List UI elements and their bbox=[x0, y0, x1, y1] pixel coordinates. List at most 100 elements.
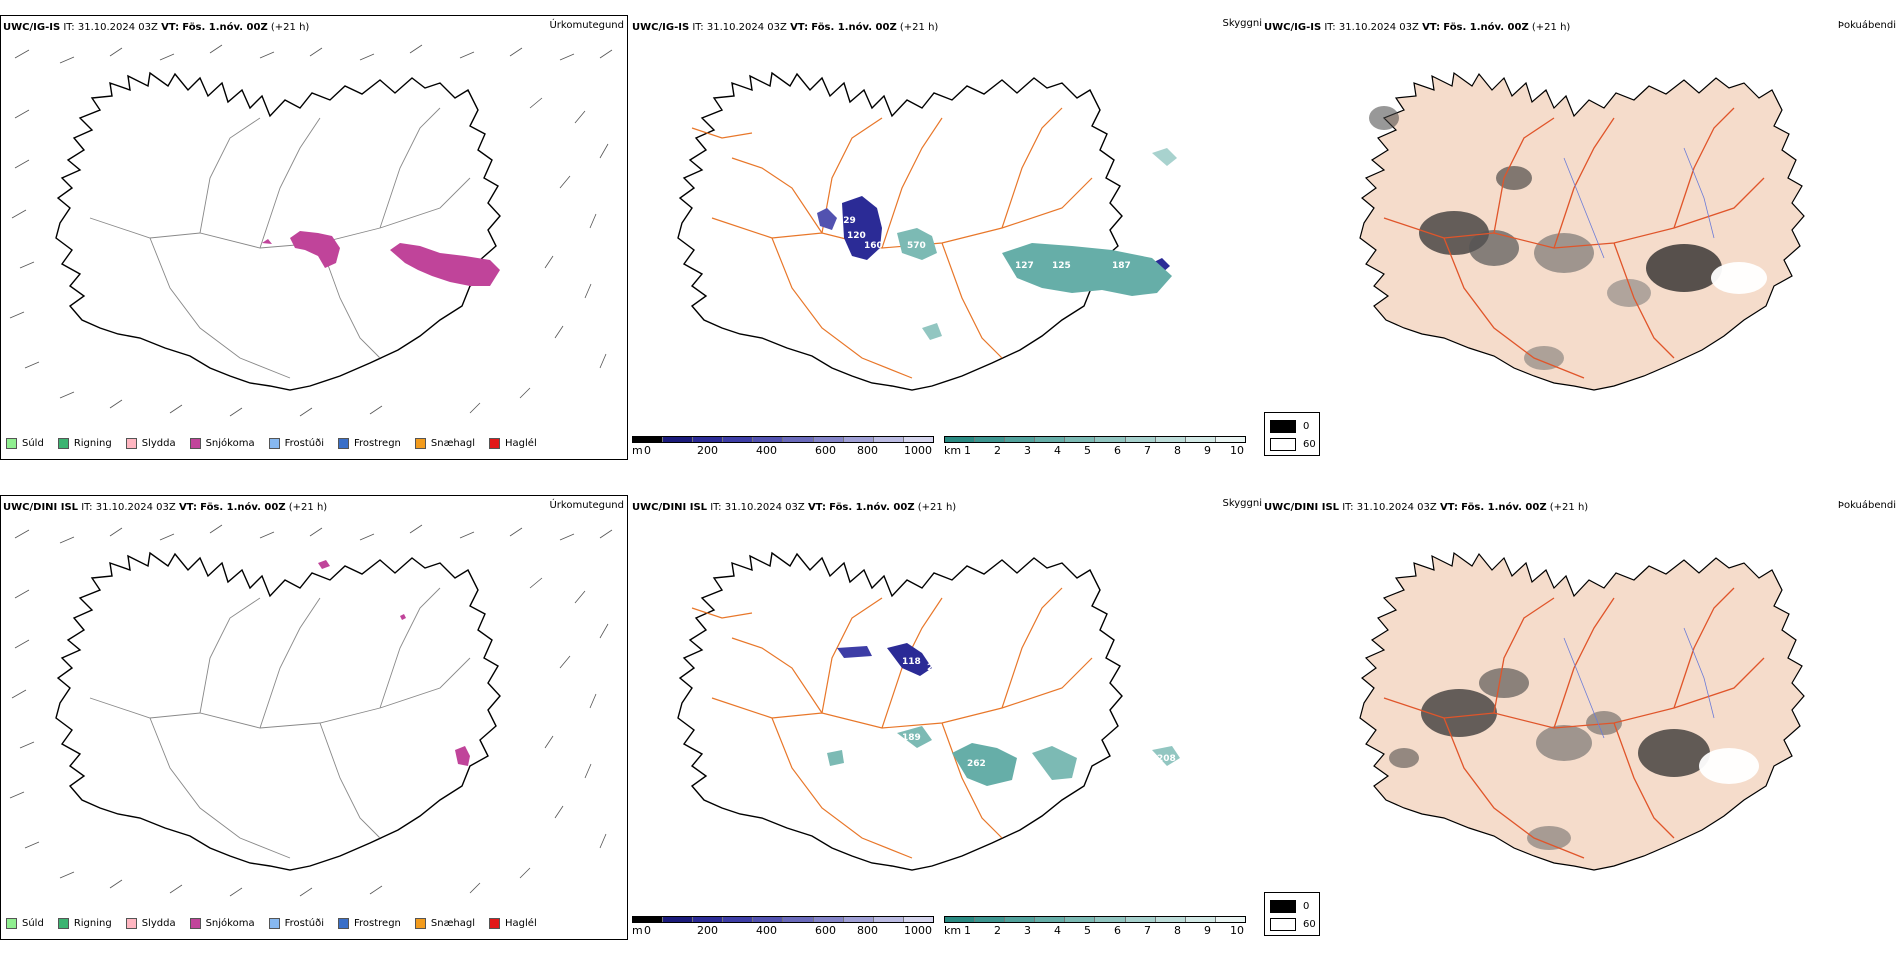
ceiling-label: 120 bbox=[847, 231, 866, 241]
panel-title: Skyggni bbox=[1222, 18, 1262, 29]
valid-time: Fös. 1.nóv. 00Z bbox=[1461, 502, 1547, 513]
tick-label: 3 bbox=[1024, 924, 1031, 937]
ceiling-label: 570 bbox=[907, 241, 926, 251]
panel-frame bbox=[0, 15, 628, 460]
model-name: UWC/DINI ISL bbox=[1264, 502, 1340, 513]
legend-swatch bbox=[414, 438, 426, 449]
fog-scale: 0 60 bbox=[1264, 892, 1320, 936]
fog-scale-label: 0 bbox=[1303, 421, 1310, 432]
legend-item: Haglél bbox=[489, 918, 537, 929]
legend-item: Snjókoma bbox=[189, 918, 255, 929]
valid-label: VT: bbox=[807, 502, 826, 513]
tick-label: 400 bbox=[756, 444, 777, 457]
fog-shading bbox=[1369, 106, 1767, 370]
fog-shading bbox=[1389, 668, 1759, 850]
panel-title: Skyggni bbox=[1222, 498, 1262, 509]
visibility-map: 118 224 189 262 208 bbox=[677, 552, 1180, 871]
init-label: IT: bbox=[1324, 22, 1336, 33]
lead-time: (+21 h) bbox=[917, 502, 957, 513]
init-time: 31.10.2024 03Z bbox=[706, 22, 787, 33]
valid-time: Fös. 1.nóv. 00Z bbox=[811, 22, 897, 33]
visibility-ticks: km 1 2 3 4 5 6 7 8 9 10 bbox=[944, 923, 1246, 937]
valid-label: VT: bbox=[1422, 22, 1441, 33]
road-network bbox=[1383, 587, 1765, 859]
visibility-colorbar bbox=[944, 916, 1246, 923]
legend-item: Frostúði bbox=[268, 438, 324, 449]
low-ceiling-area bbox=[887, 643, 932, 676]
legend-item: Slydda bbox=[125, 438, 176, 449]
legend-label: Slydda bbox=[141, 918, 176, 929]
visibility-scale: km 1 2 3 4 5 6 7 8 9 10 bbox=[944, 436, 1246, 458]
ceiling-label: 189 bbox=[902, 733, 921, 743]
init-label: IT: bbox=[81, 502, 93, 513]
init-time: 31.10.2024 03Z bbox=[1356, 502, 1437, 513]
ceiling-unit: m bbox=[632, 444, 643, 457]
road-network bbox=[691, 587, 1093, 859]
visibility-map: 129 120 160 570 127 125 187 bbox=[677, 72, 1177, 391]
valid-label: VT: bbox=[790, 22, 809, 33]
fog-swatch bbox=[1270, 918, 1296, 931]
row-dini-isl: UWC/DINI ISL IT: 31.10.2024 03Z VT: Fös.… bbox=[0, 480, 1900, 955]
tick-label: 1 bbox=[964, 444, 971, 457]
lead-time: (+21 h) bbox=[1531, 22, 1571, 33]
visibility-panel: UWC/IG-IS IT: 31.10.2024 03Z VT: Fös. 1.… bbox=[632, 0, 1262, 475]
legend-swatch bbox=[6, 918, 17, 929]
panel-header: UWC/DINI ISL IT: 31.10.2024 03Z VT: Fös.… bbox=[1264, 502, 1588, 513]
tick-label: 800 bbox=[857, 924, 878, 937]
ceiling-label: 160 bbox=[864, 241, 883, 251]
ceiling-values: 129 120 160 570 127 125 187 bbox=[837, 216, 1131, 271]
panel-header: UWC/IG-IS IT: 31.10.2024 03Z VT: Fös. 1.… bbox=[1264, 22, 1570, 33]
panel-header: UWC/DINI ISL IT: 31.10.2024 03Z VT: Fös.… bbox=[632, 502, 956, 513]
ceiling-scale: m 0 200 400 600 800 1000 bbox=[632, 916, 934, 938]
fog-scale-label: 60 bbox=[1303, 439, 1316, 450]
legend-swatch bbox=[125, 438, 137, 449]
ceiling-colorbar bbox=[632, 436, 934, 443]
ceiling-ticks: m 0 200 400 600 800 1000 bbox=[632, 443, 934, 457]
lead-time: (+21 h) bbox=[1549, 502, 1589, 513]
precip-legend: Súld Rigning Slydda Snjókoma Frostúði Fr… bbox=[6, 438, 537, 449]
model-name: UWC/IG-IS bbox=[1264, 22, 1322, 33]
legend-item: Slydda bbox=[125, 918, 176, 929]
panel-title: Þokuábendi bbox=[1837, 20, 1896, 31]
legend-swatch bbox=[268, 918, 280, 929]
snow-area-west bbox=[290, 231, 340, 268]
ceiling-label: 208 bbox=[1157, 754, 1176, 764]
legend-label: Frostregn bbox=[354, 918, 401, 929]
tick-label: 400 bbox=[756, 924, 777, 937]
legend-item: Rigning bbox=[57, 438, 112, 449]
valid-label: VT: bbox=[161, 22, 180, 33]
fog-scale-label: 60 bbox=[1303, 919, 1316, 930]
panel-title: Úrkomutegund bbox=[549, 500, 624, 511]
legend-label: Frostregn bbox=[354, 438, 401, 449]
legend-swatch bbox=[125, 918, 137, 929]
legend-swatch bbox=[489, 918, 501, 929]
road-network bbox=[89, 107, 471, 379]
road-network bbox=[89, 587, 471, 859]
legend-label: Súld bbox=[22, 918, 44, 929]
tick-label: 6 bbox=[1114, 444, 1121, 457]
fog-scale: 0 60 bbox=[1264, 412, 1320, 456]
panel-frame bbox=[0, 495, 628, 940]
row-ig-is: UWC/IG-IS IT: 31.10.2024 03Z VT: Fös. 1.… bbox=[0, 0, 1900, 475]
tick-label: 2 bbox=[994, 444, 1001, 457]
legend-label: Frostúði bbox=[284, 918, 324, 929]
legend-item: Rigning bbox=[57, 918, 112, 929]
legend-label: Snæhagl bbox=[430, 438, 476, 449]
tick-label: 800 bbox=[857, 444, 878, 457]
tick-label: 8 bbox=[1174, 444, 1181, 457]
legend-label: Rigning bbox=[73, 918, 112, 929]
fog-swatch bbox=[1270, 420, 1296, 433]
legend-item: Haglél bbox=[489, 438, 537, 449]
ceiling-label: 224 bbox=[927, 663, 946, 673]
valid-time: Fös. 1.nóv. 00Z bbox=[1443, 22, 1529, 33]
legend-swatch bbox=[57, 918, 69, 929]
valid-time: Fös. 1.nóv. 00Z bbox=[829, 502, 915, 513]
wind-barbs bbox=[9, 44, 613, 417]
legend-label: Súld bbox=[22, 438, 44, 449]
valid-label: VT: bbox=[178, 502, 197, 513]
precip-legend: Súld Rigning Slydda Snjókoma Frostúði Fr… bbox=[6, 918, 537, 929]
ceiling-colorbar bbox=[632, 916, 934, 923]
visibility-unit: km bbox=[944, 444, 962, 457]
tick-label: 200 bbox=[697, 924, 718, 937]
valid-time: Fös. 1.nóv. 00Z bbox=[200, 502, 286, 513]
